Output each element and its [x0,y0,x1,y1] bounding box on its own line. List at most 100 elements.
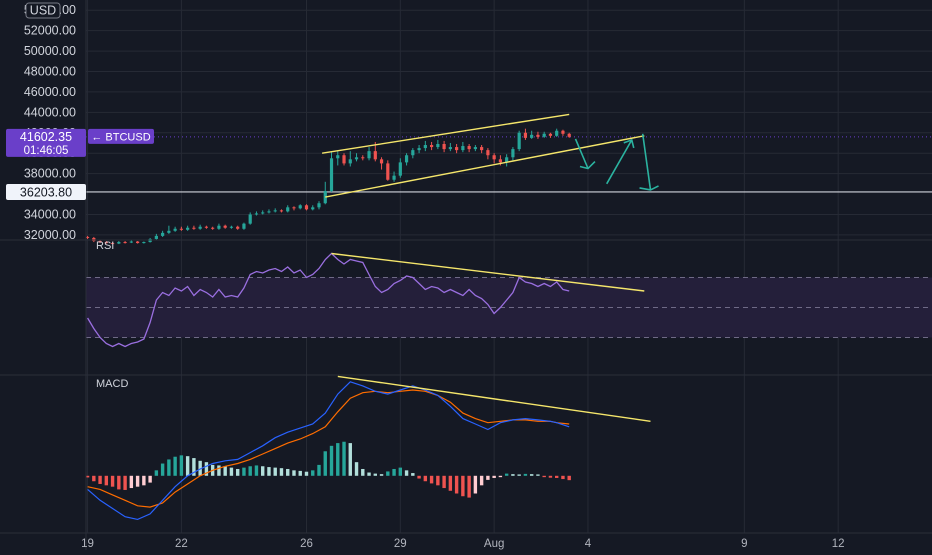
macd-histogram-bar [429,475,434,484]
macd-histogram-bar [242,467,246,476]
last-price-tag [6,128,86,157]
time-axis[interactable]: 19 22 26 29 Aug 4 9 12 [81,538,844,550]
last-price-value: 41602.35 [20,130,72,144]
macd-histogram-bar [217,465,221,476]
candle [542,131,546,138]
candle-body [561,130,565,134]
candle [110,242,115,245]
candle-body [254,213,259,215]
candle [123,241,127,244]
candle [85,235,90,239]
candle [336,151,340,166]
rsi-line[interactable] [87,252,570,348]
candle [511,147,515,161]
candle [404,153,409,166]
macd-histogram-bar [229,467,234,476]
candle [467,144,471,153]
time-tick-label: 29 [394,538,407,550]
candle-body [204,226,209,228]
macd-histogram-bar [367,472,371,476]
macd-histogram-bar [104,475,109,486]
candle [530,130,534,139]
candle-body [461,146,465,151]
candle [292,206,296,211]
candle-body [217,225,221,229]
macd-histogram-bar [361,468,365,476]
macd-histogram-bar [404,470,409,476]
candle-body [261,212,265,214]
projection-arrow-up[interactable] [606,139,633,185]
candle-body [373,151,377,160]
macd-histogram-bar [173,456,177,476]
candle-body [148,238,152,243]
macd-histogram-bar [554,475,559,478]
macd-histogram-bar [561,475,565,480]
macd-histogram-bar [317,464,321,476]
candle-body [392,175,396,180]
macd-line[interactable] [87,381,570,521]
candle [523,128,528,140]
projection-arrow-down-1[interactable] [574,138,589,169]
macd-histogram-bar [129,475,134,489]
macd-histogram-bar [135,475,140,487]
candle-body [279,210,284,212]
symbol-tag-label: ← BTCUSD [91,131,150,143]
candle-body [192,227,196,229]
candle-body [448,147,452,150]
channel-trend-line[interactable] [325,135,645,198]
macd-histogram-bar [454,475,459,494]
drawing-annotations[interactable] [321,113,659,198]
candle-body [436,144,440,148]
candle [229,225,234,229]
candle [142,241,146,244]
candle [411,148,415,159]
candle-body [167,230,171,233]
macd-histogram-bar [267,467,271,476]
grid-lines [86,0,932,533]
price-pane[interactable] [85,128,932,245]
macd-histogram-bar [179,455,184,476]
macd-histogram-bar [529,474,534,476]
candle [311,205,315,211]
candle [117,241,121,245]
time-tick-label: 26 [300,538,313,550]
candle-body [542,133,546,137]
macd-histogram-bar [110,475,115,487]
macd-signal-line[interactable] [87,389,570,508]
candle [179,226,183,231]
macd-histogram-bar [204,462,209,476]
candle [198,224,202,230]
macd-label: MACD [96,378,128,390]
macd-histogram-bar [354,462,359,476]
candle [555,128,559,137]
projection-arrow-down-2[interactable] [641,133,652,191]
candle-body [423,145,427,149]
macd-histogram-bar [542,475,546,478]
macd-histogram-bar [248,466,252,476]
macd-histogram-bar [223,466,227,476]
candle-body [536,134,540,137]
macd-divergence-line[interactable] [337,375,651,422]
macd-histogram-bar [348,443,352,476]
rsi-pane[interactable] [86,252,932,348]
price-unit-badge[interactable] [25,2,61,19]
price-tick-label: 38000.00 [24,167,76,181]
macd-histogram-bar [436,475,440,486]
channel-trend-line[interactable] [321,113,570,154]
price-tick-label: 46000.00 [24,85,76,99]
time-tick-label: Aug [484,538,504,550]
candle-body [186,227,190,230]
macd-histogram-bar [536,474,540,476]
macd-pane[interactable] [85,375,651,521]
macd-histogram-bar [185,456,190,476]
price-tick-label: 48000.00 [24,64,76,78]
candle [273,208,277,213]
candle-body [311,207,315,210]
candle-body [317,203,321,208]
rsi-divergence-line[interactable] [331,252,645,292]
macd-histogram-bar [423,475,428,482]
